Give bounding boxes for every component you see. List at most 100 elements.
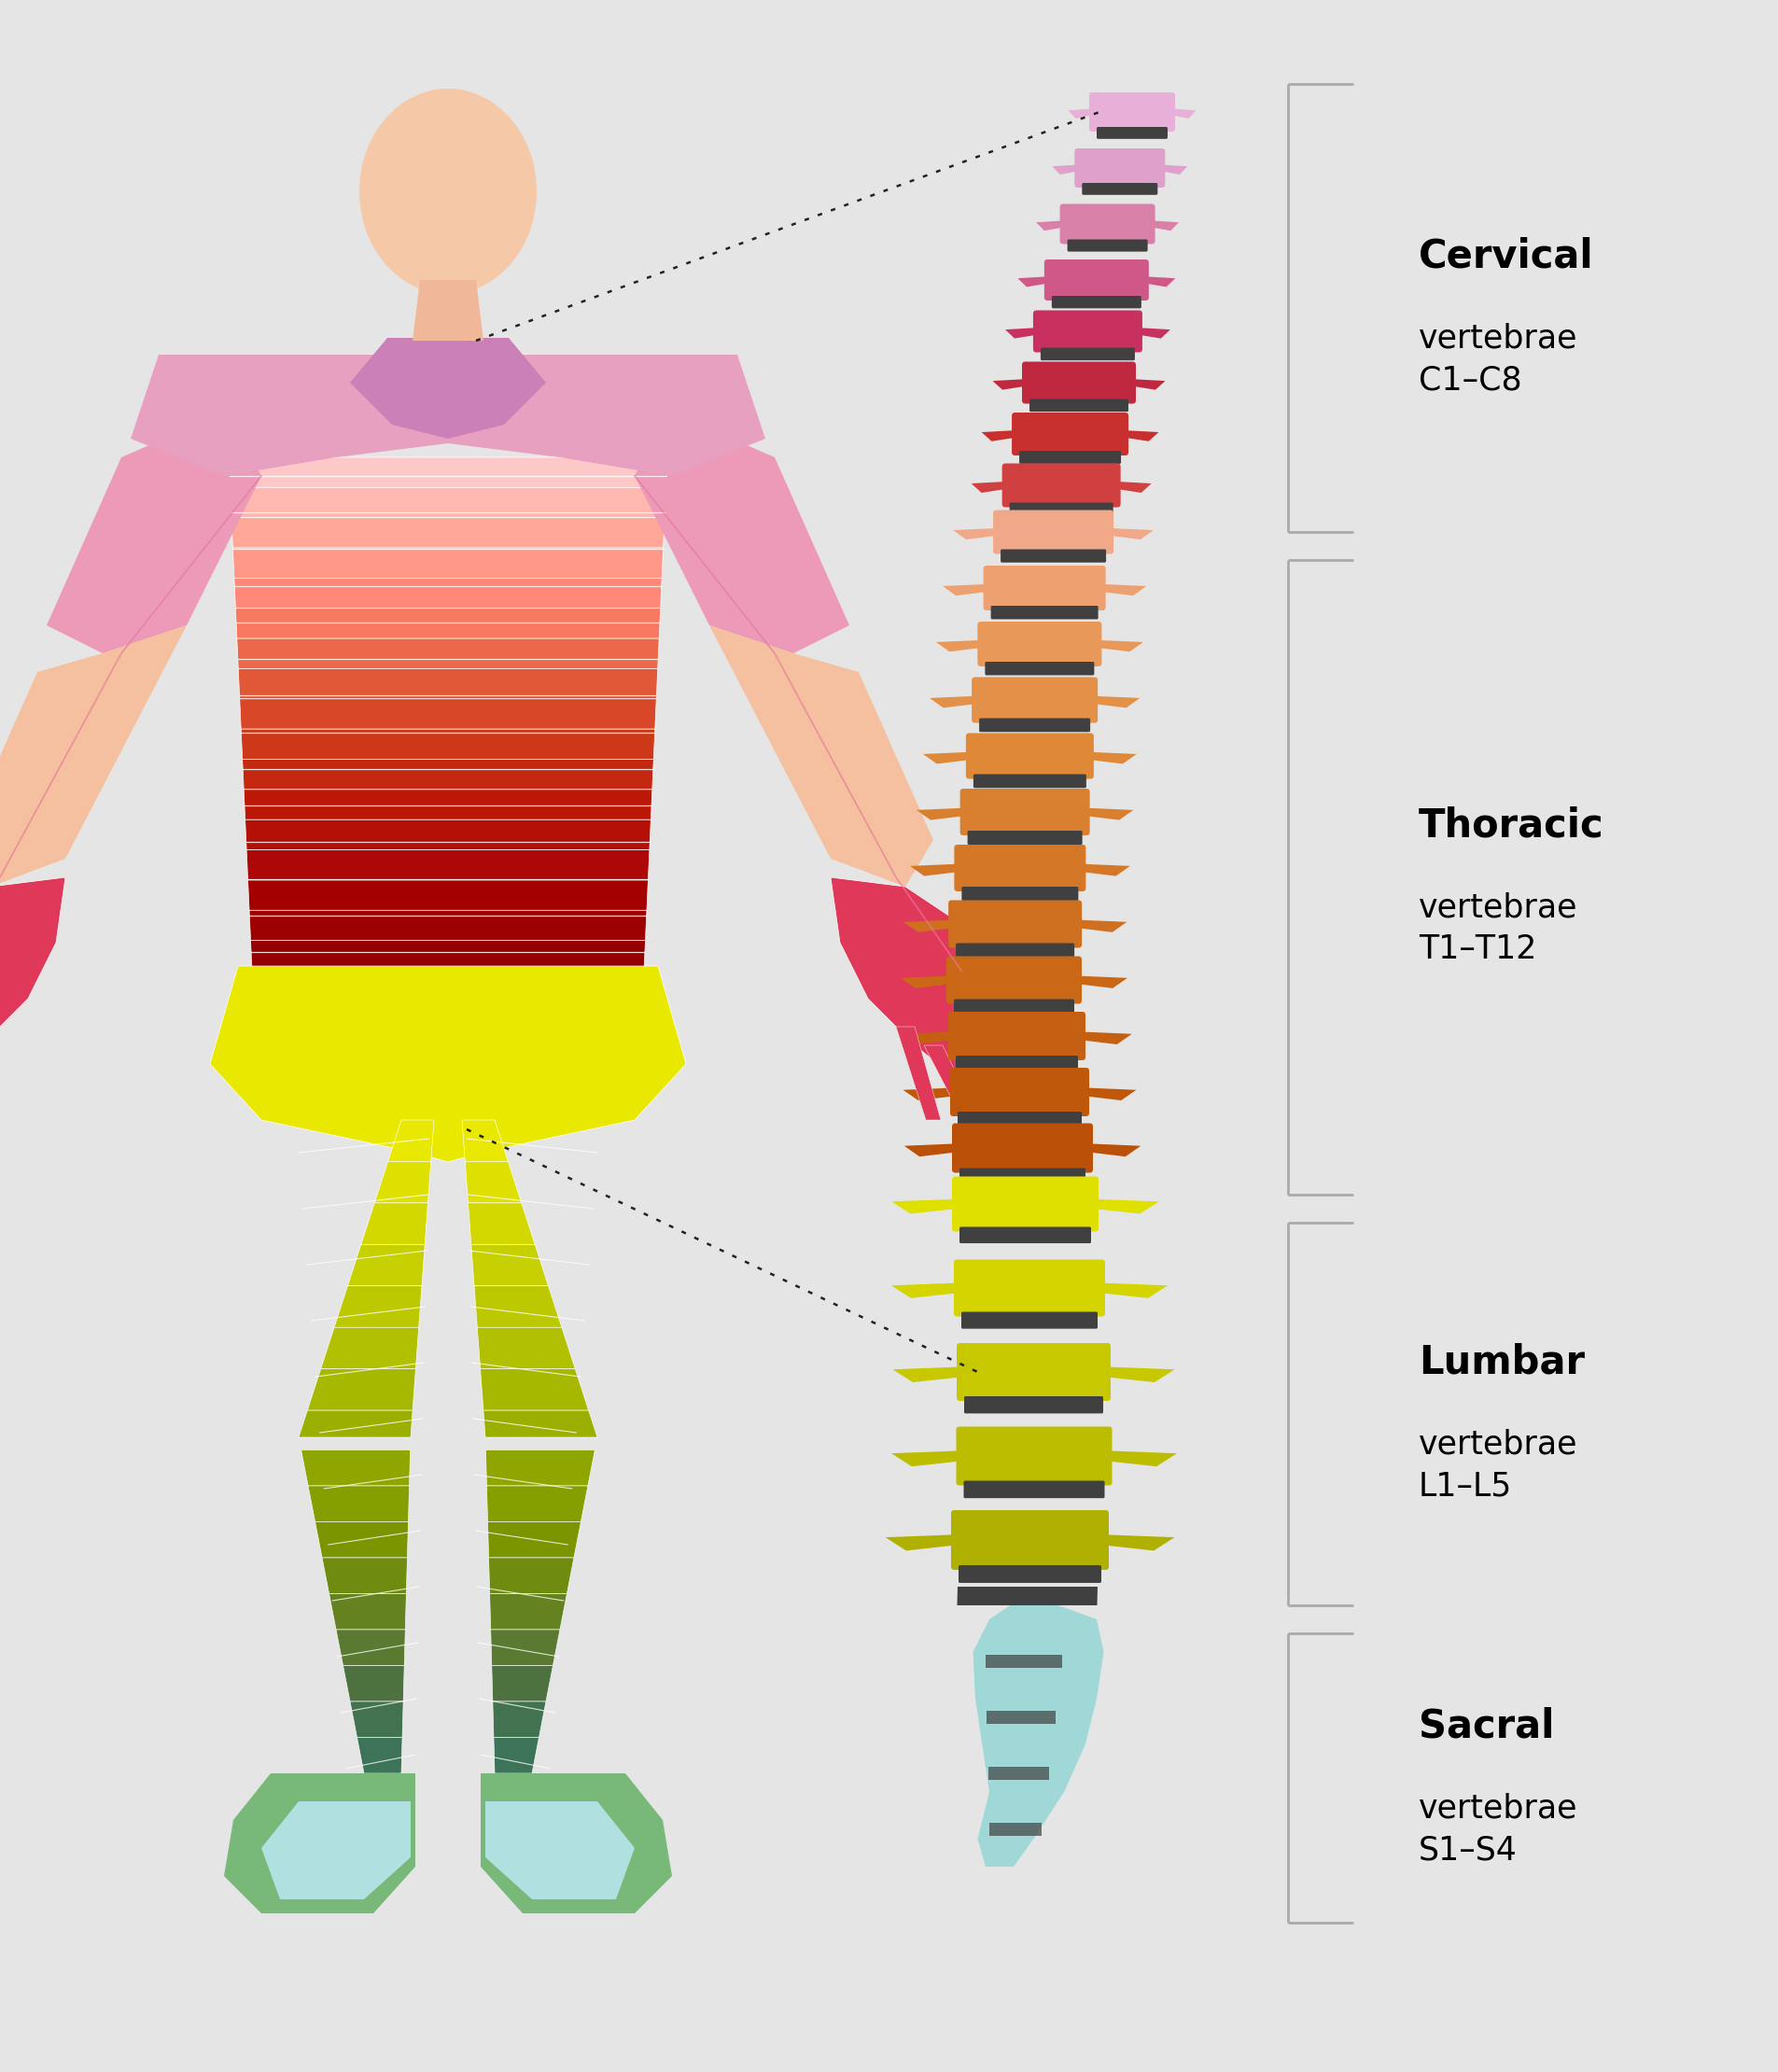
Polygon shape xyxy=(910,864,958,876)
Polygon shape xyxy=(480,1370,589,1411)
Polygon shape xyxy=(485,1801,635,1900)
Polygon shape xyxy=(903,1088,953,1100)
Text: Thoracic: Thoracic xyxy=(1419,806,1604,845)
Text: vertebrae
L1–L5: vertebrae L1–L5 xyxy=(1419,1428,1577,1502)
Polygon shape xyxy=(1109,1450,1177,1467)
FancyBboxPatch shape xyxy=(964,1397,1102,1413)
FancyBboxPatch shape xyxy=(985,661,1093,675)
Polygon shape xyxy=(905,1144,955,1156)
Polygon shape xyxy=(903,920,951,932)
FancyBboxPatch shape xyxy=(949,1067,1090,1117)
Polygon shape xyxy=(491,1629,560,1666)
Polygon shape xyxy=(468,1204,535,1245)
Polygon shape xyxy=(891,1450,960,1467)
Polygon shape xyxy=(46,410,261,653)
Polygon shape xyxy=(375,1162,430,1204)
FancyBboxPatch shape xyxy=(1029,400,1129,412)
Polygon shape xyxy=(361,1204,428,1245)
Polygon shape xyxy=(493,1701,546,1738)
Polygon shape xyxy=(1133,379,1165,390)
FancyBboxPatch shape xyxy=(1033,311,1141,352)
FancyBboxPatch shape xyxy=(951,1123,1093,1173)
Polygon shape xyxy=(1053,166,1077,174)
FancyBboxPatch shape xyxy=(973,775,1086,787)
FancyBboxPatch shape xyxy=(960,1169,1085,1183)
FancyBboxPatch shape xyxy=(957,943,1074,957)
FancyBboxPatch shape xyxy=(960,789,1090,835)
Polygon shape xyxy=(1008,1046,1061,1055)
Polygon shape xyxy=(235,609,660,638)
Polygon shape xyxy=(1079,920,1127,932)
Polygon shape xyxy=(300,1450,411,1486)
Polygon shape xyxy=(487,1521,581,1558)
FancyBboxPatch shape xyxy=(948,899,1081,947)
FancyBboxPatch shape xyxy=(957,1343,1111,1401)
Polygon shape xyxy=(1102,584,1147,595)
Polygon shape xyxy=(1145,276,1175,286)
FancyBboxPatch shape xyxy=(1022,363,1136,404)
Polygon shape xyxy=(236,638,660,669)
FancyBboxPatch shape xyxy=(1010,503,1113,516)
Polygon shape xyxy=(885,1535,955,1550)
Polygon shape xyxy=(247,850,649,881)
Polygon shape xyxy=(891,1283,957,1297)
FancyBboxPatch shape xyxy=(1090,93,1175,133)
Polygon shape xyxy=(992,379,1026,390)
FancyBboxPatch shape xyxy=(973,678,1097,723)
Polygon shape xyxy=(973,1602,1104,1867)
Polygon shape xyxy=(322,1558,407,1593)
Polygon shape xyxy=(466,1162,521,1204)
FancyBboxPatch shape xyxy=(951,1177,1099,1231)
Polygon shape xyxy=(475,1287,562,1328)
Polygon shape xyxy=(348,1245,425,1287)
FancyBboxPatch shape xyxy=(1001,549,1106,562)
Polygon shape xyxy=(901,1032,951,1044)
Polygon shape xyxy=(989,1055,1058,1096)
Polygon shape xyxy=(1117,481,1152,493)
Polygon shape xyxy=(971,481,1005,493)
FancyBboxPatch shape xyxy=(955,845,1086,891)
Polygon shape xyxy=(1079,976,1127,988)
Polygon shape xyxy=(1125,431,1159,441)
Polygon shape xyxy=(477,1328,576,1370)
FancyBboxPatch shape xyxy=(951,1510,1109,1571)
Polygon shape xyxy=(320,1328,420,1370)
Polygon shape xyxy=(308,1486,409,1521)
Polygon shape xyxy=(229,487,667,518)
Polygon shape xyxy=(471,1245,548,1287)
Polygon shape xyxy=(1037,220,1063,230)
Polygon shape xyxy=(1083,864,1131,876)
Polygon shape xyxy=(930,696,974,709)
Polygon shape xyxy=(1106,1535,1175,1550)
Polygon shape xyxy=(989,1767,1049,1780)
Polygon shape xyxy=(953,528,996,539)
FancyBboxPatch shape xyxy=(946,955,1081,1003)
Polygon shape xyxy=(249,910,647,941)
Polygon shape xyxy=(1152,220,1179,230)
FancyBboxPatch shape xyxy=(958,1564,1101,1583)
Polygon shape xyxy=(1140,327,1170,338)
Polygon shape xyxy=(235,578,661,609)
FancyBboxPatch shape xyxy=(1003,464,1120,508)
Polygon shape xyxy=(224,1774,416,1912)
Polygon shape xyxy=(925,1046,987,1140)
Polygon shape xyxy=(231,518,665,547)
Polygon shape xyxy=(937,640,981,653)
Polygon shape xyxy=(299,1411,412,1438)
Polygon shape xyxy=(1172,108,1197,118)
FancyBboxPatch shape xyxy=(1019,452,1120,464)
Polygon shape xyxy=(245,821,651,850)
Text: vertebrae
T1–T12: vertebrae T1–T12 xyxy=(1419,891,1577,966)
Polygon shape xyxy=(242,758,654,789)
Polygon shape xyxy=(210,966,686,1162)
Polygon shape xyxy=(487,1486,589,1521)
Polygon shape xyxy=(962,1055,1029,1129)
Polygon shape xyxy=(485,1450,596,1486)
Polygon shape xyxy=(1108,1368,1175,1382)
Polygon shape xyxy=(1095,1200,1159,1214)
Ellipse shape xyxy=(359,89,537,294)
FancyBboxPatch shape xyxy=(957,1428,1111,1486)
Polygon shape xyxy=(635,410,850,653)
Polygon shape xyxy=(989,1823,1042,1836)
FancyBboxPatch shape xyxy=(1074,149,1165,189)
